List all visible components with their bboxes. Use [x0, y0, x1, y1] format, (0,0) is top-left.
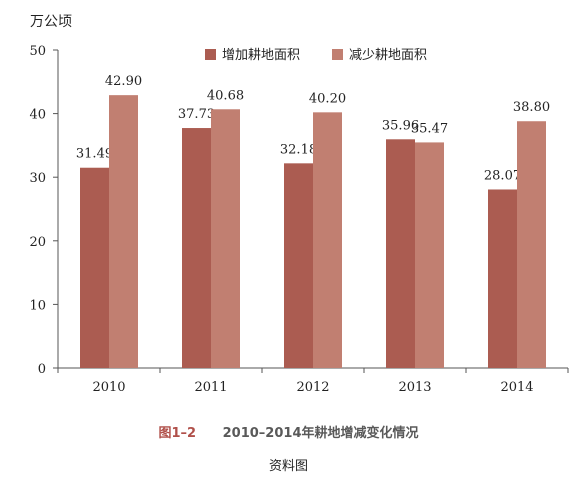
legend-label: 减少耕地面积: [349, 47, 427, 63]
data-label: 37.73: [178, 107, 215, 122]
data-label: 38.80: [513, 100, 550, 115]
bar-increase: [182, 128, 211, 368]
bar-increase: [488, 189, 517, 368]
data-label: 32.18: [280, 142, 317, 157]
y-tick-label: 0: [38, 362, 46, 377]
source-note: 资料图: [268, 459, 308, 474]
data-label: 35.96: [382, 118, 419, 133]
data-label: 35.47: [411, 121, 448, 136]
bar-decrease: [109, 95, 138, 368]
legend: 增加耕地面积 减少耕地面积: [205, 47, 427, 63]
bar-increase: [80, 167, 109, 368]
x-tick-label: 2014: [500, 380, 533, 395]
figure-caption: 图1–2 2010–2014年耕地增减变化情况: [0, 422, 577, 441]
x-tick-label: 2011: [194, 380, 227, 395]
data-label: 42.90: [105, 74, 142, 89]
data-label: 28.07: [484, 168, 521, 183]
figure-number: 图1–2: [158, 426, 197, 441]
data-label: 40.68: [207, 88, 244, 103]
x-axis: 2010 2011 2012 2013 2014: [57, 367, 569, 395]
figure-title: 2010–2014年耕地增减变化情况: [222, 426, 419, 441]
bar-decrease: [517, 121, 546, 369]
x-tick-label: 2010: [92, 380, 125, 395]
y-tick-label: 10: [29, 298, 46, 313]
y-tick-label: 40: [29, 108, 46, 123]
x-tick-label: 2012: [296, 380, 329, 395]
y-axis: 0 10 20 30 40 50: [29, 44, 59, 377]
y-tick-label: 20: [29, 235, 46, 250]
bar-decrease: [415, 142, 444, 368]
data-label: 40.20: [309, 91, 346, 106]
legend-swatch: [205, 49, 216, 60]
bar-increase: [386, 139, 415, 368]
y-tick-label: 30: [29, 171, 46, 186]
data-label: 31.49: [76, 147, 113, 162]
x-tick-label: 2013: [398, 380, 431, 395]
bar-decrease: [313, 112, 342, 368]
y-axis-label: 万公顷: [30, 14, 72, 30]
bar-increase: [284, 163, 313, 368]
y-tick-label: 50: [29, 44, 46, 59]
bar-decrease: [211, 109, 240, 368]
legend-label: 增加耕地面积: [222, 47, 300, 63]
legend-swatch: [332, 49, 343, 60]
bars: 31.49 42.90 37.73 40.68 32.18 40.20 35.9635.47…: [76, 74, 550, 369]
